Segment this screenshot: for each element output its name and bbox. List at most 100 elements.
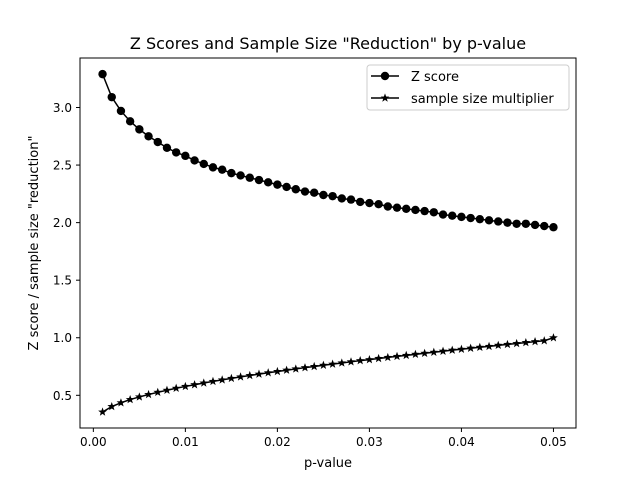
- data-point-z-score: [365, 198, 374, 208]
- x-tick-label: 0.05: [540, 435, 567, 449]
- data-point-z-score: [116, 106, 126, 116]
- data-point-z-score: [181, 151, 190, 161]
- data-point-z-score: [162, 143, 172, 152]
- data-point-z-score: [319, 190, 328, 200]
- data-point-z-score: [300, 187, 310, 196]
- data-point-sample-size: [199, 378, 209, 387]
- data-point-z-score: [217, 165, 227, 174]
- data-point-z-score: [448, 211, 457, 220]
- data-point-sample-size: [365, 355, 374, 364]
- y-tick-label: 2.5: [53, 159, 72, 173]
- data-point-z-score: [153, 137, 162, 147]
- data-point-sample-size: [484, 341, 494, 351]
- data-point-sample-size: [503, 339, 512, 349]
- data-point-sample-size: [383, 352, 393, 362]
- data-point-sample-size: [512, 338, 522, 348]
- data-point-z-score: [411, 205, 420, 215]
- y-tick-label: 0.5: [53, 389, 72, 403]
- data-point-sample-size: [355, 356, 365, 365]
- data-point-z-score: [521, 219, 531, 228]
- legend-label-sample-size: sample size multiplier: [411, 92, 554, 107]
- x-tick-label: 0.04: [448, 435, 475, 449]
- legend-label-z-score: Z score: [411, 70, 459, 85]
- data-point-sample-size: [493, 340, 503, 350]
- data-point-sample-size: [282, 365, 291, 374]
- data-point-sample-size: [328, 359, 337, 368]
- data-point-z-score: [125, 117, 135, 126]
- data-point-z-score: [245, 173, 254, 182]
- data-point-z-score: [107, 92, 116, 102]
- data-point-sample-size: [420, 348, 429, 358]
- legend-marker-circle: [380, 71, 390, 81]
- y-tick-label: 3.0: [53, 101, 72, 115]
- data-point-z-score: [484, 216, 494, 225]
- data-point-sample-size: [539, 336, 549, 345]
- y-tick-label: 2.0: [53, 216, 72, 230]
- data-point-z-score: [475, 214, 485, 224]
- data-point-z-score: [494, 217, 503, 226]
- x-tick-label: 0.02: [264, 435, 291, 449]
- data-point-z-score: [227, 168, 236, 178]
- data-point-z-score: [309, 188, 319, 197]
- data-point-sample-size: [457, 344, 466, 353]
- legend-box: [366, 64, 570, 111]
- data-point-sample-size: [180, 381, 190, 391]
- data-point-z-score: [346, 195, 356, 204]
- data-point-sample-size: [374, 353, 383, 363]
- data-point-z-score: [254, 175, 264, 185]
- data-point-z-score: [466, 213, 475, 223]
- y-axis-label: Z score / sample size "reduction": [27, 136, 42, 351]
- data-point-z-score: [263, 178, 273, 187]
- data-point-sample-size: [466, 343, 476, 352]
- data-point-sample-size: [144, 389, 153, 399]
- data-point-sample-size: [171, 383, 181, 392]
- data-point-sample-size: [217, 375, 227, 384]
- x-tick-label: 0.01: [172, 435, 199, 449]
- data-point-sample-size: [190, 380, 199, 389]
- data-point-z-score: [135, 125, 144, 134]
- data-point-sample-size: [411, 349, 420, 359]
- data-point-sample-size: [392, 351, 402, 361]
- data-point-sample-size: [236, 372, 245, 381]
- data-point-z-score: [457, 212, 466, 222]
- legend-marker-star: [380, 93, 390, 102]
- y-tick-label: 1.5: [53, 274, 72, 288]
- data-point-z-score: [356, 197, 365, 207]
- data-point-sample-size: [438, 346, 448, 355]
- data-point-sample-size: [162, 385, 172, 394]
- chart-title: Z Scores and Sample Size "Reduction" by …: [130, 34, 526, 53]
- data-point-z-score: [374, 200, 383, 209]
- data-point-sample-size: [319, 360, 328, 369]
- plot-area: [98, 69, 558, 416]
- data-point-z-score: [236, 171, 245, 180]
- data-point-sample-size: [401, 350, 411, 360]
- data-point-z-score: [144, 132, 153, 141]
- data-point-sample-size: [447, 345, 457, 354]
- data-point-sample-size: [107, 401, 117, 411]
- data-point-sample-size: [134, 392, 144, 401]
- data-point-sample-size: [153, 387, 163, 397]
- data-point-sample-size: [300, 363, 310, 372]
- data-point-sample-size: [263, 368, 273, 377]
- x-axis-label: p-value: [304, 456, 352, 471]
- data-point-sample-size: [98, 407, 107, 416]
- data-point-z-score: [273, 180, 282, 189]
- data-point-sample-size: [116, 398, 126, 407]
- data-point-z-score: [328, 191, 337, 201]
- data-point-sample-size: [521, 337, 531, 347]
- data-point-sample-size: [291, 364, 301, 373]
- y-tick-label: 1.0: [53, 331, 72, 345]
- data-point-z-score: [540, 221, 549, 231]
- data-point-z-score: [171, 148, 181, 157]
- data-point-z-score: [549, 223, 558, 232]
- data-point-sample-size: [429, 347, 439, 356]
- data-point-z-score: [512, 219, 521, 228]
- data-point-z-score: [383, 202, 393, 211]
- data-point-sample-size: [346, 357, 356, 366]
- data-point-z-score: [190, 156, 199, 165]
- data-point-z-score: [208, 163, 218, 172]
- data-point-sample-size: [309, 361, 319, 371]
- data-point-sample-size: [475, 342, 485, 352]
- y-axis: 0.5 1.0 1.5 2.0 2.5 3.0: [53, 101, 80, 403]
- data-point-sample-size: [273, 366, 282, 376]
